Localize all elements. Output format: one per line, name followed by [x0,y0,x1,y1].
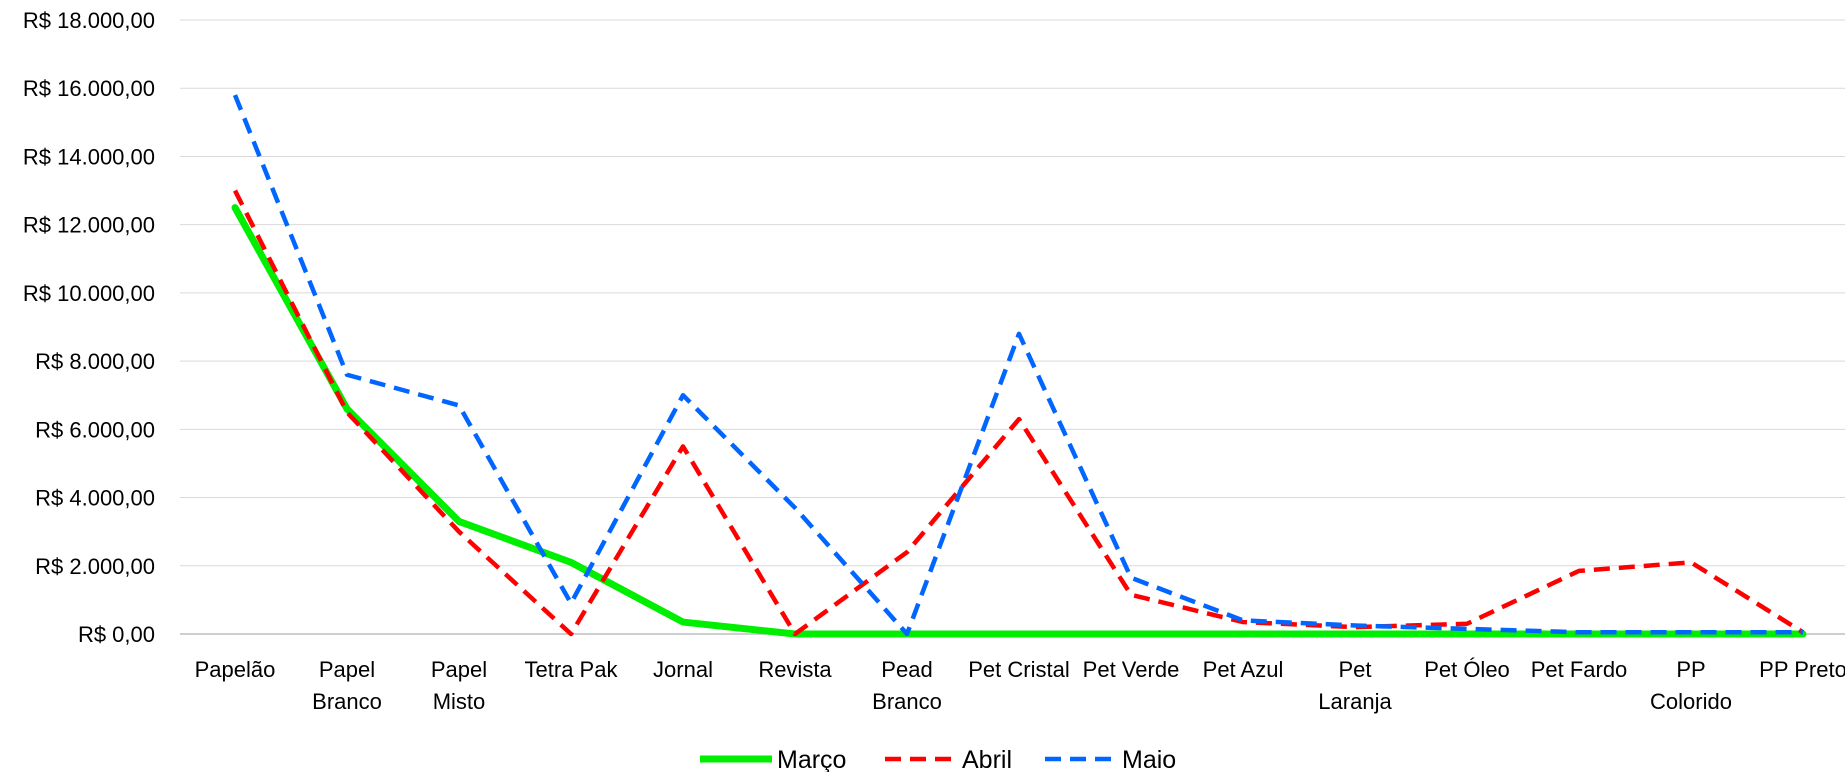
y-tick-label: R$ 4.000,00 [35,486,155,511]
legend: Março Abril Maio [700,746,1176,772]
gridlines [180,19,1845,635]
y-tick-label: R$ 6.000,00 [35,417,155,442]
y-tick-label: R$ 8.000,00 [35,349,155,374]
x-tick-label: Pet Verde [1083,657,1180,682]
series-line-março [231,204,1807,638]
x-axis-tick-labels: Papelão Papel Branco Papel Misto Tetra Pak Jor… [195,657,1845,714]
y-tick-label: R$ 2.000,00 [35,554,155,579]
x-tick-label: Pet Fardo [1531,657,1628,682]
x-tick-label: Papel Misto [431,657,487,714]
x-tick-label: Papelão [195,657,276,682]
y-tick-label: R$ 16.000,00 [23,76,155,101]
x-tick-label: Revista [758,657,832,682]
x-tick-label: PP Colorido [1650,657,1732,714]
x-tick-label: Pet Azul [1203,657,1284,682]
series-line-abril [232,189,1805,637]
y-axis-tick-labels: R$ 0,00 R$ 2.000,00 R$ 4.000,00 R$ 6.000,00… [23,8,155,647]
x-tick-label: Pet Cristal [968,657,1069,682]
y-tick-label: R$ 10.000,00 [23,281,155,306]
x-tick-label: Papel Branco [312,657,382,714]
x-tick-label: Pet Óleo [1424,657,1510,682]
series-line-maio [232,94,1803,637]
legend-label: Abril [962,746,1012,772]
y-tick-label: R$ 12.000,00 [23,213,155,238]
x-tick-label: Jornal [653,657,713,682]
legend-label: Maio [1122,746,1176,772]
y-tick-label: R$ 18.000,00 [23,8,155,33]
x-tick-label: Tetra Pak [525,657,619,682]
x-tick-label: Pead Branco [872,657,942,714]
legend-label: Março [777,746,846,772]
x-tick-label: Pet Laranja [1318,657,1392,714]
y-tick-label: R$ 0,00 [78,622,155,647]
series-lines [231,94,1807,638]
y-tick-label: R$ 14.000,00 [23,144,155,169]
x-tick-label: PP Preto [1759,657,1845,682]
